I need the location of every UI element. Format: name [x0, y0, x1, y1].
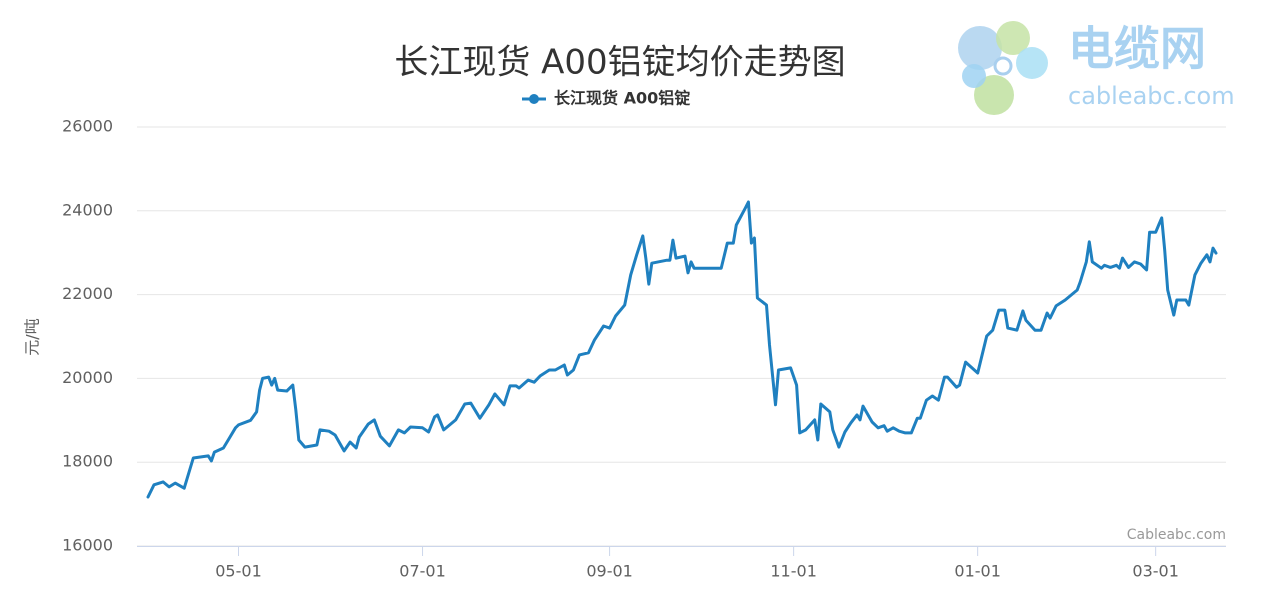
y-tick-label: 18000 [62, 452, 113, 471]
y-tick-label: 16000 [62, 536, 113, 555]
y-tick-label: 24000 [62, 200, 113, 219]
x-tick-label: 01-01 [954, 562, 1001, 581]
y-tick-label: 26000 [62, 117, 113, 136]
logo: 电缆网 cableabc.com [958, 21, 1235, 115]
legend-marker [529, 94, 539, 104]
chart-title: 长江现货 A00铝锭均价走势图 [394, 43, 845, 83]
logo-site: cableabc.com [1068, 82, 1235, 110]
credits: Cableabc.com [1127, 527, 1226, 543]
series-line [146, 200, 1218, 499]
x-tick-label: 07-01 [399, 562, 446, 581]
logo-name: 电缆网 [1068, 22, 1206, 76]
x-tick-label: 09-01 [586, 562, 633, 581]
legend-label: 长江现货 A00铝锭 [554, 89, 690, 108]
y-tick-label: 20000 [62, 368, 113, 387]
x-tick-label: 03-01 [1132, 562, 1179, 581]
x-tick-label: 05-01 [215, 562, 262, 581]
x-tick-label: 11-01 [770, 562, 817, 581]
y-tick-label: 22000 [62, 284, 113, 303]
y-axis-title: 元/吨 [23, 318, 42, 355]
